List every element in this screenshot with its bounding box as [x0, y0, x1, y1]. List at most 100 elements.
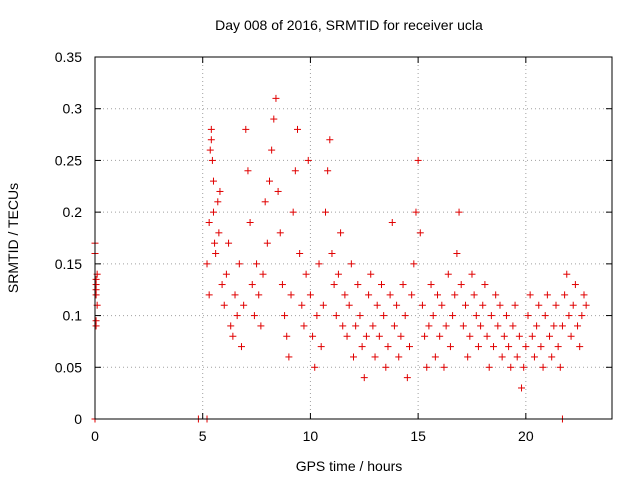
data-point: [526, 291, 534, 299]
data-point: [466, 332, 474, 340]
y-tick-label: 0.2: [63, 204, 83, 220]
data-point: [285, 353, 293, 361]
data-point: [582, 301, 590, 309]
data-point: [246, 218, 254, 226]
data-point: [498, 353, 506, 361]
data-point: [276, 229, 284, 237]
data-point: [205, 218, 213, 226]
data-point: [235, 260, 243, 268]
data-point: [494, 322, 502, 330]
data-point: [558, 322, 566, 330]
data-point: [388, 218, 396, 226]
data-point: [556, 363, 564, 371]
data-point: [446, 343, 454, 351]
data-point: [283, 332, 291, 340]
data-point: [207, 136, 215, 144]
data-point: [330, 281, 338, 289]
data-point: [367, 270, 375, 278]
data-point: [574, 322, 582, 330]
data-point: [253, 260, 261, 268]
data-point: [580, 291, 588, 299]
data-point: [354, 281, 362, 289]
data-point: [485, 363, 493, 371]
data-point: [208, 156, 216, 164]
data-point: [209, 208, 217, 216]
data-point: [350, 353, 357, 361]
data-point: [492, 291, 500, 299]
data-point: [257, 322, 265, 330]
y-tick-label: 0.1: [63, 308, 83, 324]
data-point: [578, 312, 586, 320]
data-point: [272, 94, 280, 102]
data-point: [464, 353, 472, 361]
data-point: [395, 353, 403, 361]
data-point: [496, 301, 504, 309]
data-point: [548, 353, 556, 361]
data-point: [207, 125, 215, 133]
data-point: [215, 229, 223, 237]
data-point: [268, 146, 276, 154]
data-point: [438, 301, 446, 309]
data-point: [203, 260, 211, 268]
data-point: [343, 332, 351, 340]
data-point: [317, 343, 325, 351]
data-point: [291, 167, 299, 175]
data-point: [479, 301, 487, 309]
data-point: [533, 322, 541, 330]
data-point: [412, 208, 420, 216]
data-point: [524, 312, 532, 320]
data-point: [341, 291, 349, 299]
x-tick-label: 0: [91, 428, 99, 444]
data-point: [554, 343, 562, 351]
data-point: [233, 312, 241, 320]
data-point: [328, 250, 336, 258]
data-point: [237, 343, 245, 351]
data-point: [360, 374, 368, 382]
data-point: [537, 343, 545, 351]
data-point: [515, 332, 523, 340]
data-point: [449, 312, 457, 320]
data-point: [470, 291, 478, 299]
data-point: [472, 312, 480, 320]
data-point: [530, 353, 538, 361]
data-point: [313, 312, 321, 320]
data-point: [358, 343, 366, 351]
data-point: [403, 374, 411, 382]
data-point: [509, 322, 517, 330]
data-point: [539, 363, 547, 371]
data-point: [380, 312, 388, 320]
data-point: [259, 270, 267, 278]
data-point: [334, 270, 342, 278]
data-point: [462, 301, 470, 309]
data-point: [231, 291, 239, 299]
data-point: [206, 146, 214, 154]
data-point: [378, 281, 386, 289]
data-point: [511, 301, 519, 309]
data-point: [399, 281, 407, 289]
data-point: [244, 167, 252, 175]
data-point: [216, 187, 224, 195]
data-point: [500, 332, 508, 340]
data-point: [522, 343, 530, 351]
data-point: [384, 343, 392, 351]
data-point: [567, 332, 575, 340]
data-point: [502, 312, 510, 320]
data-point: [263, 239, 271, 247]
data-point: [296, 250, 304, 258]
axis-ticks: [94, 56, 612, 420]
data-point: [326, 136, 334, 144]
data-point: [289, 208, 297, 216]
data-point: [248, 281, 256, 289]
data-point: [459, 322, 467, 330]
data-point: [347, 260, 355, 268]
data-point: [451, 291, 459, 299]
data-point: [393, 301, 401, 309]
data-point: [255, 291, 263, 299]
x-tick-label: 5: [199, 428, 207, 444]
data-point: [429, 312, 437, 320]
data-point: [436, 332, 444, 340]
x-tick-label: 15: [410, 428, 426, 444]
x-tick-label: 20: [518, 428, 534, 444]
data-point: [214, 198, 222, 206]
